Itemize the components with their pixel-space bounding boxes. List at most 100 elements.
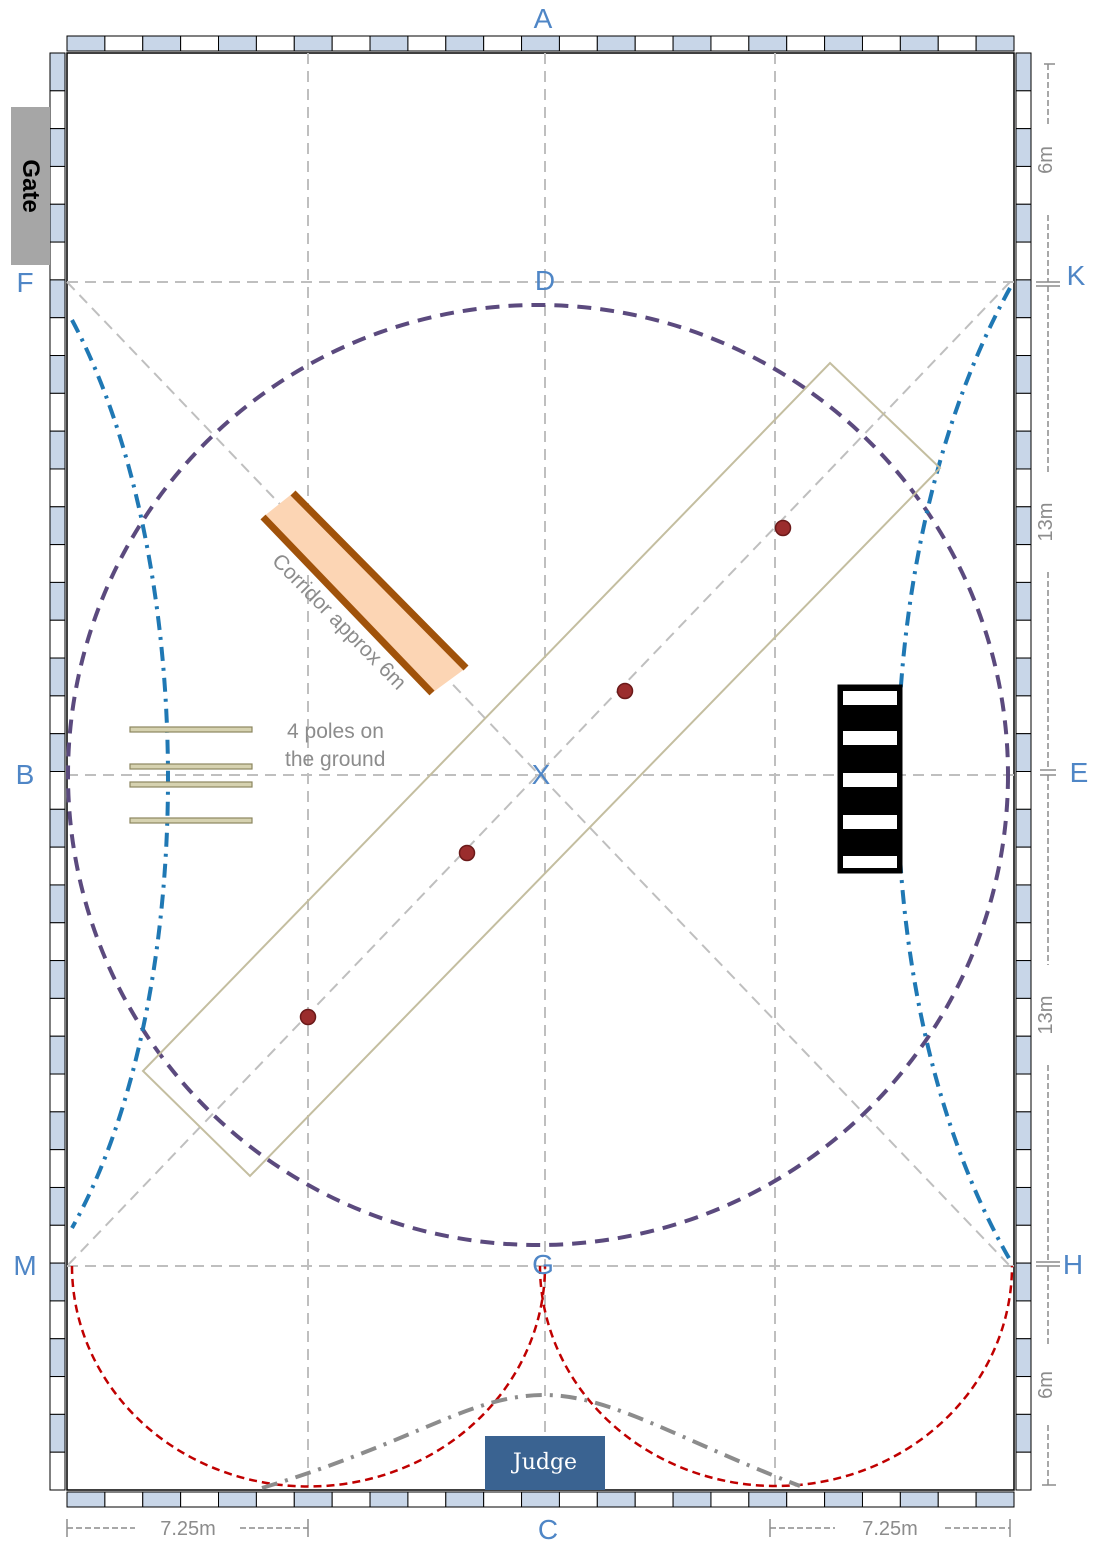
board-segment <box>49 1186 66 1226</box>
board-segment <box>49 733 66 772</box>
gate-marker <box>11 107 50 265</box>
poles-label-line1: 4 poles on <box>287 720 384 743</box>
board-segment <box>1015 165 1032 205</box>
letter-X: X <box>532 759 551 790</box>
letter-C: C <box>538 1514 558 1543</box>
board-segment <box>49 544 66 583</box>
board-segment <box>521 35 560 52</box>
board-segment <box>1015 392 1032 432</box>
board-segment <box>1015 128 1032 167</box>
dim-lower-right: 13m <box>1035 996 1057 1035</box>
ground-pole-icon <box>129 763 253 770</box>
board-segment <box>483 1491 523 1508</box>
diagonal-lane <box>141 361 942 1178</box>
board-segment <box>672 1491 712 1508</box>
board-segment <box>1015 1224 1032 1264</box>
board-segment <box>1015 997 1032 1037</box>
board-segment <box>49 1451 66 1491</box>
board-segment <box>1015 581 1032 621</box>
board-segment <box>824 35 863 52</box>
board-segment <box>369 1491 409 1508</box>
dim-bottom-right-width: 7.25m <box>862 1518 918 1540</box>
board-segment <box>49 1300 66 1340</box>
board-segment <box>49 355 66 394</box>
board-segment <box>407 1491 447 1508</box>
board-segment <box>1015 884 1032 924</box>
board-segment <box>142 35 182 52</box>
board-segment <box>1015 1186 1032 1226</box>
board-segment <box>255 1491 295 1508</box>
dim-top-right: 6m <box>1035 146 1057 174</box>
board-segment <box>1015 1376 1032 1415</box>
curve-to-judge <box>261 1392 801 1490</box>
board-segment <box>1015 52 1032 92</box>
board-segment <box>293 35 333 52</box>
ground-pole-icon <box>129 726 253 733</box>
board-segment <box>49 657 66 697</box>
board-segment <box>1015 1300 1032 1340</box>
board-segment <box>49 1262 66 1302</box>
board-segment <box>49 771 66 810</box>
board-segment <box>49 1073 66 1113</box>
board-segment <box>1015 808 1032 848</box>
board-segment <box>445 1491 485 1508</box>
corridor <box>260 490 469 696</box>
letter-D: D <box>535 265 555 296</box>
board-segment <box>1015 1073 1032 1113</box>
board-segment <box>1015 846 1032 886</box>
board-segment <box>975 1491 1015 1508</box>
board-segment <box>49 922 66 962</box>
board-segment <box>710 35 750 52</box>
board-segment <box>1015 733 1032 772</box>
board-segment <box>672 35 712 52</box>
dim-bottom-right: 6m <box>1035 1371 1057 1399</box>
judge-label: Judge <box>512 1450 578 1475</box>
board-segment <box>1015 203 1032 243</box>
letter-B: B <box>16 759 35 790</box>
board-segment <box>104 35 144 52</box>
board-segment <box>293 1491 333 1508</box>
board-segment <box>1015 241 1032 281</box>
board-segment <box>1015 544 1032 583</box>
letter-E: E <box>1070 757 1089 788</box>
letter-M: M <box>13 1250 36 1281</box>
board-segment <box>558 1491 598 1508</box>
serpentine-left <box>70 319 170 1229</box>
board-segment <box>521 1491 560 1508</box>
board-segment <box>49 468 66 508</box>
board-segment <box>748 35 788 52</box>
cone-marker-icon <box>774 519 792 537</box>
board-segment <box>1015 1451 1032 1491</box>
board-segment <box>49 960 66 999</box>
board-segment <box>49 581 66 621</box>
board-segment <box>49 1376 66 1415</box>
ground-poles <box>129 726 253 824</box>
board-segment <box>899 1491 939 1508</box>
board-segment <box>596 35 636 52</box>
board-segment <box>1015 279 1032 319</box>
judge-marker: Judge <box>485 1436 605 1490</box>
board-segment <box>899 35 939 52</box>
board-segment <box>49 128 66 167</box>
board-segment <box>49 997 66 1037</box>
board-segment <box>49 241 66 281</box>
board-segment <box>49 1413 66 1453</box>
board-segment <box>937 35 977 52</box>
board-segment <box>49 1035 66 1075</box>
board-segment <box>49 203 66 243</box>
board-segment <box>218 1491 257 1508</box>
board-segment <box>786 35 826 52</box>
board-segment <box>861 1491 901 1508</box>
board-segment <box>937 1491 977 1508</box>
board-segment <box>1015 1413 1032 1453</box>
board-segment <box>49 506 66 546</box>
cone-marker-icon <box>299 1008 317 1026</box>
board-segment <box>483 35 523 52</box>
ground-pole-icon <box>129 817 253 824</box>
board-segment <box>180 1491 220 1508</box>
board-segment <box>1015 1338 1032 1378</box>
board-segment <box>66 35 106 52</box>
board-segment <box>596 1491 636 1508</box>
board-segment <box>975 35 1015 52</box>
